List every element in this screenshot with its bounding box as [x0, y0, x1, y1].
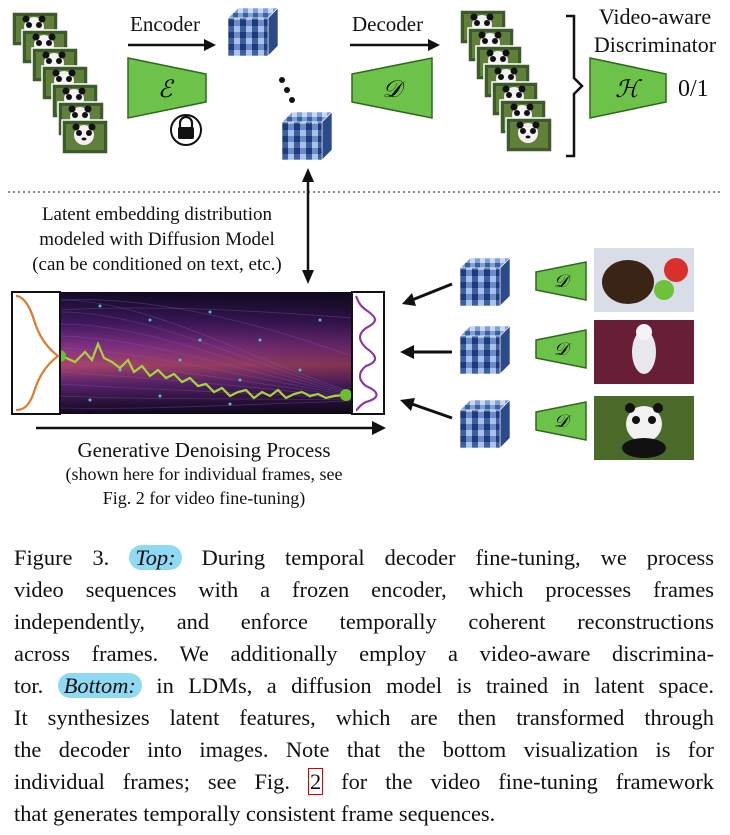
caption-line-8: individual frames; see Fig. 2 for the vi… [14, 768, 714, 795]
sample-row-2: 𝒟 [400, 320, 694, 384]
caption-line-1: Figure 3. Top: During temporal decoder f… [14, 545, 714, 570]
process-title: Generative Denoising Process [77, 438, 331, 462]
output-frames [459, 9, 553, 153]
decoder-label: Decoder [352, 12, 424, 36]
input-frames [11, 11, 109, 155]
caption-line-2: video sequences with a frozen encoder, w… [14, 577, 714, 602]
disc-symbol: ℋ [615, 77, 642, 103]
caption-line-6: It synthesizes latent features, which ar… [14, 705, 714, 730]
bracket [566, 14, 584, 158]
latent-line-2: modeled with Diffusion Model [39, 229, 275, 250]
top-highlight: Top: [129, 545, 182, 570]
latent-line-3: (can be conditioned on text, etc.) [32, 254, 282, 275]
latent-cube-bottom [281, 111, 333, 161]
diffusion-panel [54, 292, 353, 414]
discriminator-block [589, 57, 667, 119]
sample-decoder-symbol-1: 𝒟 [554, 271, 572, 291]
caption-line-7: the decoder into images. Note that the b… [14, 737, 714, 762]
encoder-label: Encoder [130, 12, 200, 36]
left-distribution [11, 291, 61, 415]
lock-icon [170, 114, 202, 146]
disc-title-1: Video-aware [598, 4, 712, 29]
latent-line-1: Latent embedding distribution [41, 204, 273, 225]
figure-reference-link[interactable]: 2 [307, 768, 324, 795]
caption-line-4: across frames. We additionally employ a … [14, 641, 714, 666]
process-sub-2: Fig. 2 for video fine-tuning) [102, 488, 306, 508]
latent-ellipsis [279, 77, 295, 103]
bottom-highlight: Bottom: [57, 673, 142, 698]
encoder-symbol: ℰ [158, 77, 175, 103]
process-sub-1: (shown here for individual frames, see [65, 464, 343, 484]
disc-output: 0/1 [678, 76, 709, 102]
caption-line-9: that generates temporally consistent fra… [14, 801, 496, 826]
figure-graphic: ℰ 𝒟 ℋ [8, 7, 722, 460]
caption-line-3: independently, and enforce temporally co… [14, 609, 714, 634]
encoder-block [127, 57, 207, 119]
sample-decoder-symbol-3: 𝒟 [554, 411, 572, 431]
sample-row-1: 𝒟 [402, 248, 694, 312]
right-distribution [351, 291, 385, 415]
latent-cube-top [227, 7, 279, 57]
sample-row-3: 𝒟 [400, 396, 694, 460]
decoder-block [351, 57, 433, 119]
sample-decoder-symbol-2: 𝒟 [554, 339, 572, 359]
caption-line-5: tor. Bottom: in LDMs, a diffusion model … [14, 673, 714, 698]
disc-title-2: Discriminator [593, 32, 717, 57]
figure-caption: Figure 3. Top: During temporal decoder f… [14, 542, 714, 830]
